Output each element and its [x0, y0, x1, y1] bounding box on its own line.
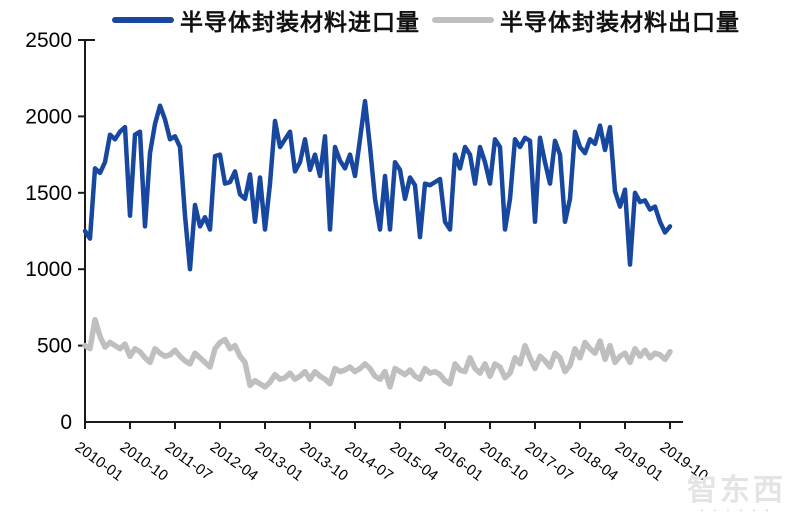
- x-tick-label: 2015-04: [387, 438, 442, 484]
- legend-export-label: 半导体封装材料出口量: [500, 10, 740, 35]
- y-tick-label: 500: [37, 335, 72, 358]
- x-tick-label: 2016-10: [477, 438, 532, 484]
- x-tick-label: 2012-04: [207, 438, 262, 484]
- legend: 半导体封装材料进口量 半导体封装材料出口量: [0, 4, 800, 36]
- axes: [84, 40, 683, 423]
- y-tick-label: 1500: [25, 182, 72, 205]
- x-tick-label: 2013-01: [252, 438, 307, 484]
- x-tick-label: 2010-01: [72, 438, 127, 484]
- x-tick-label: 2014-07: [342, 438, 397, 484]
- watermark: 智东西 • • • • • •: [687, 474, 786, 516]
- import-line: [82, 98, 673, 272]
- watermark-text: 智东西: [687, 474, 786, 508]
- x-tick-label: 2010-10: [117, 438, 172, 484]
- legend-item-export: 半导体封装材料出口量: [432, 3, 740, 37]
- export-line-swatch: [432, 17, 494, 23]
- x-tick-label: 2018-04: [567, 438, 622, 484]
- y-tick-label: 2500: [25, 29, 72, 52]
- y-tick-label: 1000: [25, 258, 72, 281]
- y-tick-label: 0: [60, 411, 72, 434]
- watermark-dots: • • • • • •: [700, 506, 773, 516]
- x-tick-label: 2017-07: [522, 438, 577, 484]
- y-tick-label: 2000: [25, 105, 72, 128]
- export-line: [82, 316, 673, 390]
- x-tick-label: 2016-01: [432, 438, 487, 484]
- legend-item-import: 半导体封装材料进口量: [112, 3, 420, 37]
- x-tick-label: 2011-07: [162, 438, 216, 483]
- import-line-swatch: [112, 17, 174, 23]
- x-tick-label: 2013-10: [297, 438, 352, 484]
- legend-import-label: 半导体封装材料进口量: [180, 10, 420, 35]
- x-tick-label: 2019-01: [612, 438, 667, 484]
